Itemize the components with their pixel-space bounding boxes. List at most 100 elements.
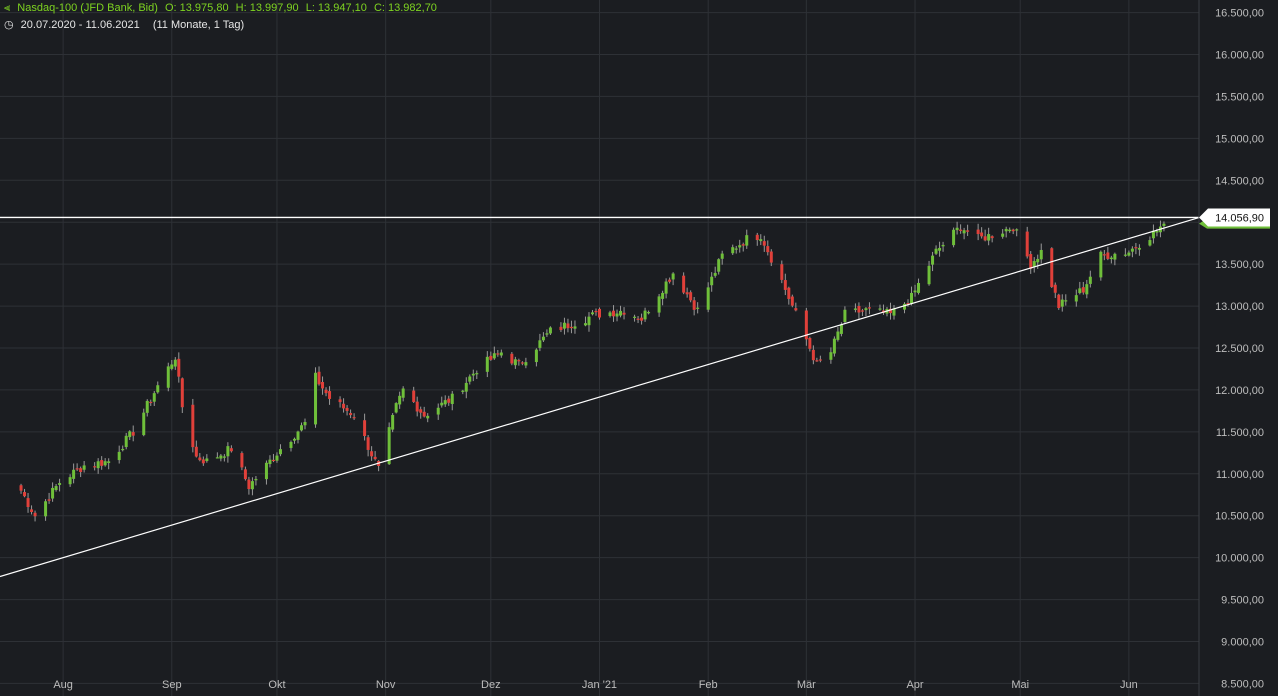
candle-down xyxy=(131,432,135,436)
instrument-name[interactable]: Nasdaq-100 (JFD Bank, Bid) xyxy=(17,2,158,14)
candle-up xyxy=(103,461,107,466)
candle-down xyxy=(33,512,37,517)
candle-up xyxy=(710,276,714,286)
candle-up xyxy=(538,340,542,348)
candle-up xyxy=(1032,261,1036,267)
candle-down xyxy=(422,411,426,417)
candles xyxy=(19,220,1166,522)
candle-up xyxy=(661,292,665,299)
y-tick-label: 8.500,00 xyxy=(1221,678,1264,690)
candle-down xyxy=(47,499,51,501)
x-axis[interactable]: Aug Sep Okt Nov Dez Jan '21 Feb Mär Apr Mai Jun xyxy=(53,679,1137,691)
candle-up xyxy=(1039,249,1043,260)
candle-down xyxy=(370,451,374,457)
candle-down xyxy=(352,417,356,419)
candle-down xyxy=(317,371,321,385)
candle-up xyxy=(156,385,160,393)
candle-down xyxy=(1081,287,1085,293)
candle-down xyxy=(100,460,104,466)
candle-up xyxy=(107,461,111,463)
candle-down xyxy=(229,448,233,452)
candle-up xyxy=(548,327,552,334)
y-axis[interactable]: 8.500,00 9.000,00 9.500,00 10.000,00 10.500,… xyxy=(1215,8,1264,691)
candle-down xyxy=(818,359,822,361)
candle-up xyxy=(173,359,177,367)
candle-up xyxy=(864,308,868,311)
candle-down xyxy=(980,232,984,237)
candle-down xyxy=(496,353,500,355)
candle-up xyxy=(215,457,219,459)
candle-up xyxy=(633,316,637,318)
candle-up xyxy=(401,388,405,398)
candle-up xyxy=(426,415,430,419)
candle-up xyxy=(647,312,651,314)
candle-down xyxy=(342,403,346,409)
ohlc-low: L: 13.947,10 xyxy=(305,2,367,14)
y-tick-label: 10.500,00 xyxy=(1215,511,1264,523)
line-price-label: 14.056,90 xyxy=(1215,212,1264,224)
candle-down xyxy=(867,307,871,309)
candle-down xyxy=(790,296,794,306)
candle-down xyxy=(640,317,644,321)
candle-down xyxy=(321,382,325,389)
candle-down xyxy=(177,358,181,377)
candle-up xyxy=(278,449,282,455)
candle-down xyxy=(75,468,79,470)
candle-up xyxy=(587,316,591,326)
candle-down xyxy=(345,407,349,411)
candle-down xyxy=(860,310,864,312)
candle-up xyxy=(222,456,226,458)
y-tick-label: 12.000,00 xyxy=(1215,385,1264,397)
y-tick-label: 13.500,00 xyxy=(1215,259,1264,271)
candle-down xyxy=(668,279,672,282)
candle-up xyxy=(1109,257,1113,260)
candle-up xyxy=(734,248,738,250)
candle-up xyxy=(731,247,735,254)
candle-up xyxy=(54,486,58,491)
candle-down xyxy=(692,300,696,310)
candle-down xyxy=(338,399,342,403)
candle-up xyxy=(987,234,991,241)
candle-up xyxy=(275,455,279,461)
date-range-header[interactable]: ◷ 20.07.2020 - 11.06.2021 (11 Monate, 1 … xyxy=(4,18,248,31)
candle-down xyxy=(762,241,766,246)
candle-up xyxy=(643,310,647,320)
candle-up xyxy=(738,245,742,248)
trend-lines xyxy=(0,216,1200,578)
candle-down xyxy=(983,236,987,241)
candle-up xyxy=(1148,240,1152,246)
candle-up xyxy=(745,235,749,246)
x-tick-label: Jun xyxy=(1120,679,1138,691)
x-tick-label: Aug xyxy=(53,679,73,691)
candle-up xyxy=(1137,247,1141,250)
candle-up xyxy=(461,390,465,392)
y-tick-label: 11.000,00 xyxy=(1216,469,1264,481)
candle-down xyxy=(966,230,970,232)
candle-down xyxy=(198,457,202,461)
candles-icon[interactable]: ⫷ xyxy=(4,2,11,14)
candle-down xyxy=(373,456,377,460)
y-tick-label: 13.000,00 xyxy=(1215,301,1264,313)
candle-up xyxy=(124,435,128,448)
candle-down xyxy=(194,446,198,457)
candle-up xyxy=(254,478,258,481)
candle-up xyxy=(590,312,594,315)
period-label: (11 Monate, 1 Tag) xyxy=(152,19,245,31)
x-tick-label: Okt xyxy=(268,679,285,691)
candle-down xyxy=(363,420,367,436)
y-tick-label: 9.000,00 xyxy=(1221,636,1264,648)
candle-up xyxy=(264,462,268,480)
candle-up xyxy=(72,469,76,479)
candle-down xyxy=(23,492,27,497)
candle-up xyxy=(1060,299,1064,307)
candle-up xyxy=(219,455,223,459)
candle-up xyxy=(927,265,931,285)
candle-down xyxy=(1050,248,1054,287)
candle-down xyxy=(366,437,370,450)
candle-up xyxy=(170,364,174,369)
candle-up xyxy=(903,303,907,310)
candle-up xyxy=(128,431,132,438)
candle-down xyxy=(741,244,745,246)
candle-down xyxy=(412,390,416,402)
date-range: 20.07.2020 - 11.06.2021 xyxy=(20,19,140,31)
